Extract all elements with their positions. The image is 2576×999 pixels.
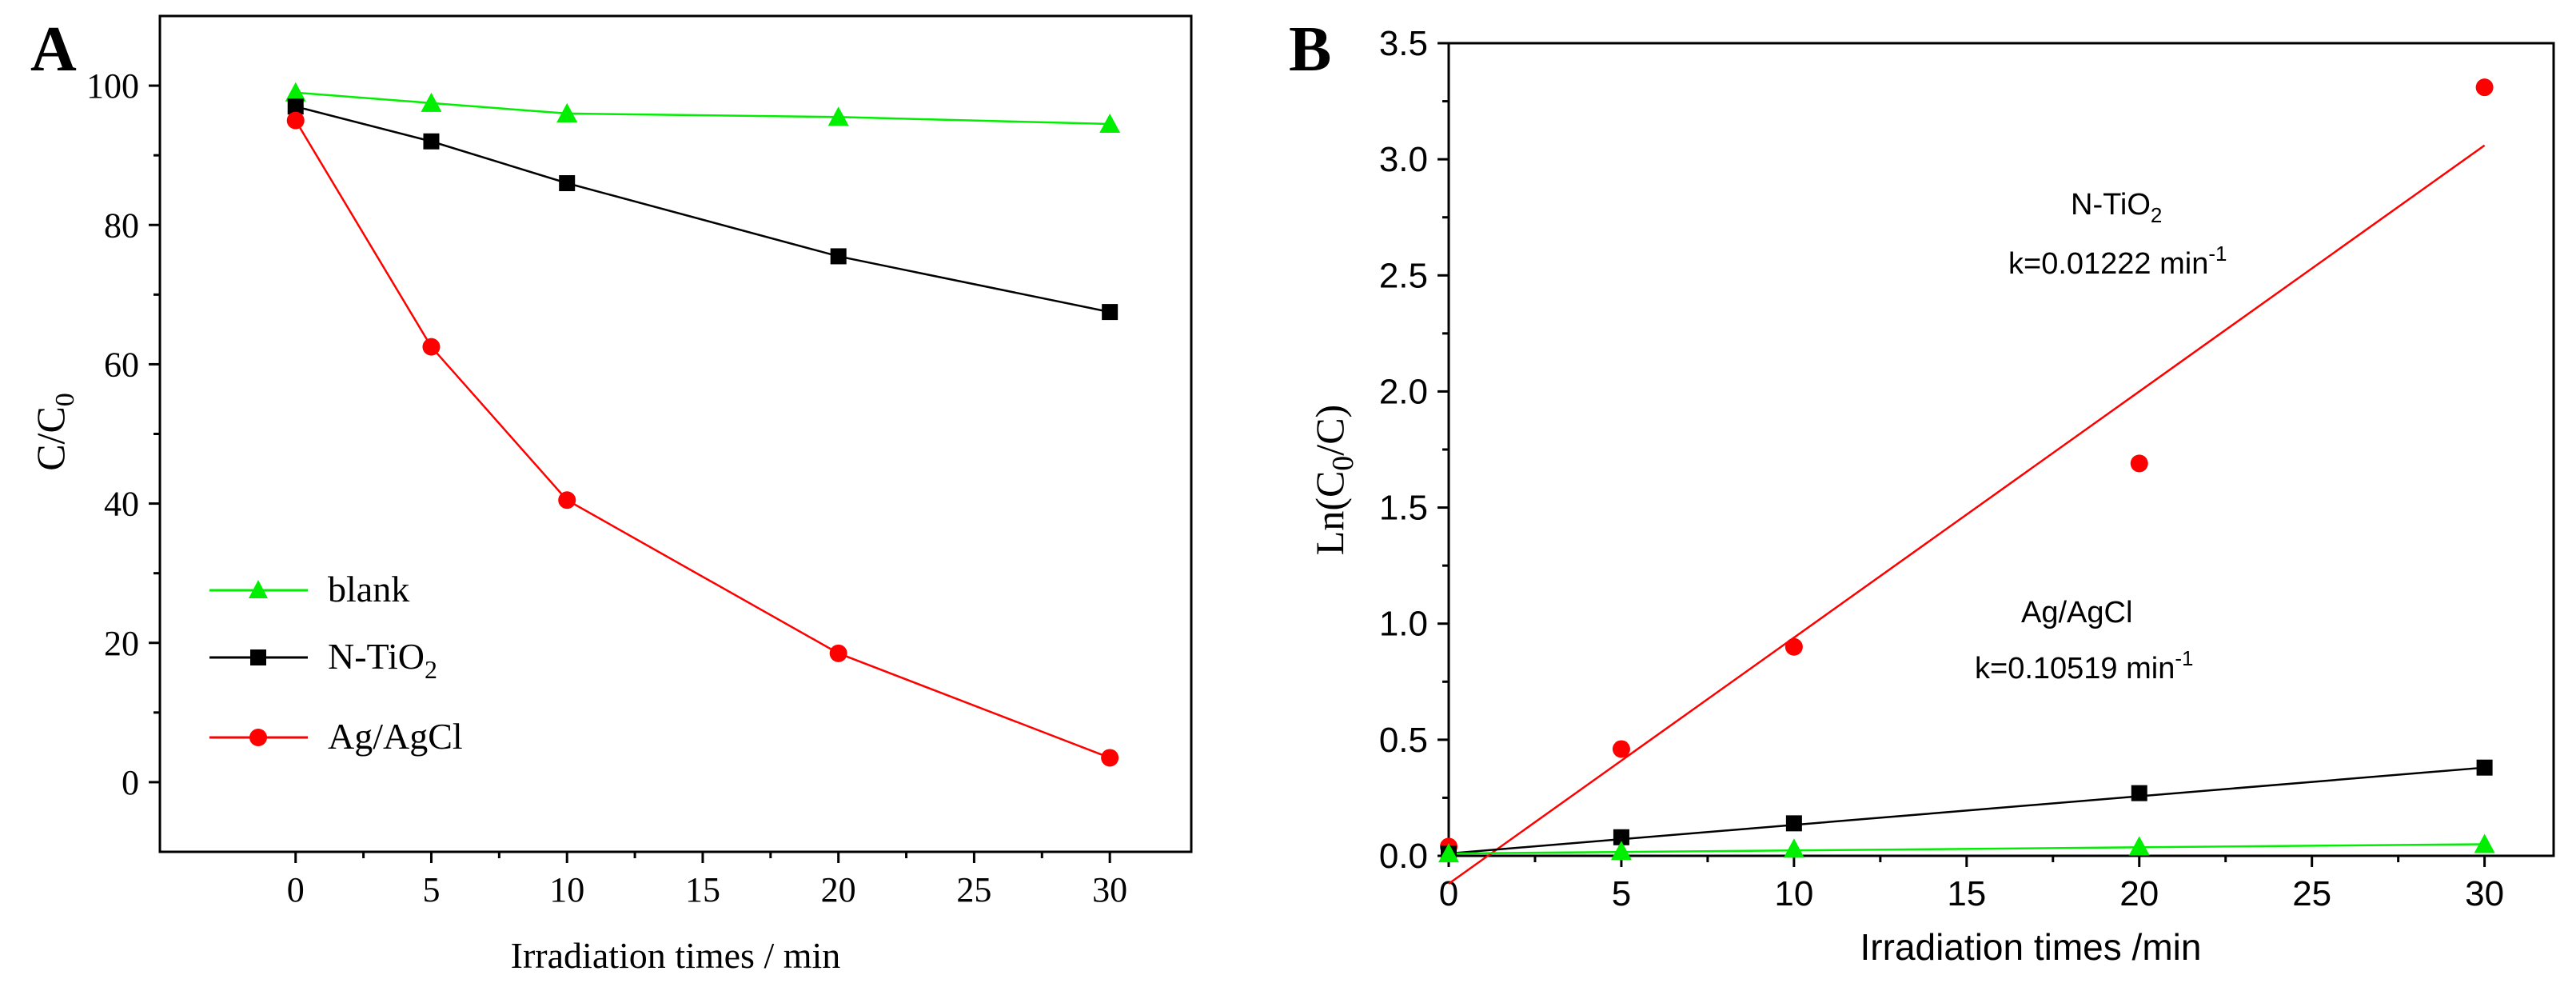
y-tick-label: 80 [104, 206, 139, 245]
x-tick-label: 5 [422, 870, 440, 909]
series-line-n-tio2 [295, 105, 1111, 314]
fit-line-blank [1448, 843, 2485, 855]
x-tick-label: 0 [1439, 874, 1458, 913]
annotation-ag-agcl-title: Ag/AgCl [2021, 596, 2132, 629]
y-tick-label: 20 [104, 624, 139, 663]
legend-item-n-tio2: N-TiO2 [209, 636, 437, 684]
y-tick-label: 1.5 [1379, 489, 1428, 528]
legend-label-ag-agcl: Ag/AgCl [328, 716, 463, 757]
y-tick-label: 3.5 [1379, 24, 1428, 63]
annotation-n-tio2-rate: k=0.01222 min-1 [2008, 242, 2227, 281]
data-point-n-tio2 [423, 133, 440, 150]
data-point-n-tio2 [1785, 815, 1802, 832]
x-tick-label: 30 [1092, 870, 1127, 909]
panel-a-axes: 0 5 10 15 20 25 30 0 20 40 60 80 100 [86, 66, 1127, 909]
annotation-ag-agcl: Ag/AgCl k=0.10519 min-1 [1975, 596, 2193, 685]
x-tick-label: 20 [2119, 874, 2159, 913]
panel-b-fit-lines [1448, 144, 2486, 885]
data-point-blank [1099, 113, 1121, 134]
annotation-n-tio2-title: N-TiO2 [2071, 188, 2162, 227]
data-point-ag-agcl [829, 644, 847, 662]
fit-line-n-tio2 [1448, 766, 2485, 855]
panel-b-plot-frame [1447, 42, 2555, 857]
legend-label-blank: blank [328, 569, 409, 609]
legend-item-ag-agcl: Ag/AgCl [209, 716, 463, 757]
data-point-blank [556, 102, 578, 122]
fit-line-ag-agcl [1448, 144, 2486, 885]
data-point-ag-agcl [286, 111, 305, 130]
y-tick-label: 100 [86, 66, 139, 106]
data-point-ag-agcl [558, 491, 576, 509]
data-point-n-tio2 [2476, 759, 2493, 776]
panel-a-markers [285, 82, 1121, 767]
legend-marker-circle [249, 729, 267, 746]
y-tick-label: 2.5 [1379, 256, 1428, 295]
y-tick-label: 0 [122, 763, 139, 802]
y-tick-label: 1.0 [1379, 605, 1428, 644]
x-tick-label: 30 [2465, 874, 2504, 913]
data-point-blank [2128, 836, 2150, 856]
data-point-blank [827, 106, 849, 126]
y-tick-label: 2.0 [1379, 372, 1428, 411]
y-tick-label: 60 [104, 345, 139, 384]
panel-b-axes: 0 5 10 15 20 25 30 0.0 0.5 1.0 1.5 2.0 2.5 3.0 3.5 [1379, 24, 2504, 913]
data-point-n-tio2 [1613, 829, 1629, 845]
legend-marker-triangle [249, 580, 268, 598]
data-point-ag-agcl [1101, 749, 1119, 767]
data-point-n-tio2 [2131, 785, 2147, 801]
panel-b: B 0 5 10 15 20 25 30 0.0 0.5 1.0 1.5 2.0 2.5 3.0 3.5 I… [1289, 14, 2555, 968]
data-point-ag-agcl [1612, 740, 1630, 758]
data-point-ag-agcl [2475, 78, 2494, 97]
data-point-ag-agcl [422, 338, 441, 356]
y-tick-label: 0.5 [1379, 721, 1428, 760]
annotation-ag-agcl-rate: k=0.10519 min-1 [1975, 646, 2193, 685]
panel-b-y-axis-title: Ln(C0/C) [1307, 405, 1360, 555]
y-tick-label: 40 [104, 485, 139, 524]
y-tick-label: 0.0 [1379, 837, 1428, 876]
panel-a-y-axis-title: C/C0 [28, 393, 80, 471]
panel-b-label: B [1289, 14, 1331, 85]
data-point-blank [2474, 833, 2495, 853]
data-point-blank [285, 82, 306, 102]
y-tick-label: 3.0 [1379, 140, 1428, 179]
panel-b-x-axis-title: Irradiation times /min [1860, 926, 2202, 968]
data-point-n-tio2 [830, 248, 847, 265]
data-point-ag-agcl [2130, 454, 2148, 473]
x-tick-label: 15 [685, 870, 720, 909]
x-tick-label: 25 [956, 870, 991, 909]
x-tick-label: 15 [1947, 874, 1986, 913]
data-point-n-tio2 [559, 175, 576, 191]
x-tick-label: 10 [549, 870, 584, 909]
x-tick-label: 10 [1774, 874, 1813, 913]
data-point-blank [421, 92, 442, 112]
legend-item-blank: blank [209, 569, 409, 609]
series-line-blank [295, 91, 1111, 126]
panel-a: A 0 5 10 15 20 25 30 0 20 40 60 80 100 Irradiation t… [28, 14, 1193, 976]
data-point-blank [1438, 843, 1459, 863]
x-tick-label: 20 [821, 870, 856, 909]
data-point-n-tio2 [287, 98, 304, 115]
annotation-n-tio2: N-TiO2 k=0.01222 min-1 [2008, 188, 2227, 281]
panel-a-x-axis-title: Irradiation times / min [511, 935, 841, 976]
data-point-n-tio2 [1102, 304, 1119, 321]
panel-a-legend: blank N-TiO2 Ag/AgCl [209, 569, 463, 757]
data-point-blank [1783, 838, 1804, 858]
panel-b-markers [1438, 78, 2495, 863]
x-tick-label: 0 [287, 870, 305, 909]
x-tick-label: 25 [2292, 874, 2331, 913]
data-point-blank [1610, 841, 1632, 861]
x-tick-label: 5 [1612, 874, 1631, 913]
legend-label-n-tio2: N-TiO2 [328, 636, 437, 684]
panel-a-plot-frame [158, 14, 1193, 853]
legend-marker-square [250, 649, 266, 665]
panel-a-label: A [30, 14, 77, 85]
data-point-ag-agcl [1784, 637, 1803, 656]
